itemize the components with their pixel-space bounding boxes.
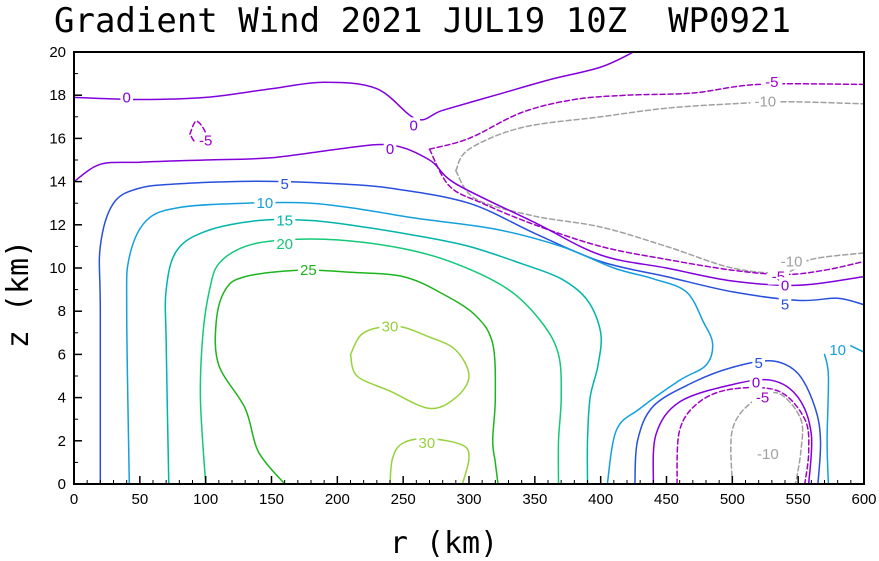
x-tick-label: 550: [786, 491, 811, 508]
contour-label-bg: [753, 445, 783, 462]
contour-label: 5: [755, 355, 763, 372]
contour-label-bg: [776, 253, 807, 270]
contour-label: 0: [781, 277, 789, 294]
contour-layer: [73, 51, 865, 485]
x-axis: 0 50 100 150 200 250 300 350 400 450 500 550 600: [70, 476, 877, 508]
contour-line-15-0: [164, 218, 602, 485]
contour-label-bg: [749, 374, 763, 391]
contour-label-bg: [778, 277, 792, 294]
y-tick-label: 6: [58, 346, 66, 363]
x-tick-label: 150: [259, 491, 284, 508]
x-tick-label: 200: [325, 491, 350, 508]
contour-label-bg: [195, 132, 217, 149]
y-tick-label: 12: [49, 217, 66, 234]
contour-label-bg: [383, 141, 397, 158]
x-tick-label: 350: [522, 491, 547, 508]
x-tick-label: 50: [131, 491, 148, 508]
y-tick-label: 4: [58, 390, 66, 407]
x-tick-label: 400: [588, 491, 613, 508]
x-tick-label: 0: [70, 491, 78, 508]
contour-label: 0: [410, 117, 418, 134]
contour-line-5-0: [98, 180, 865, 485]
contour-label: -5: [756, 390, 769, 407]
x-tick-label: 500: [720, 491, 745, 508]
y-tick-label: 18: [49, 87, 66, 104]
contour-label-bg: [379, 318, 401, 335]
chart-title: Gradient Wind 2021 JUL19 10Z WP0921: [54, 1, 791, 41]
plot-frame: [73, 51, 865, 485]
contour-line-neg5-1: [428, 148, 865, 276]
contour-label-bg: [120, 89, 133, 106]
contour-label-bg: [274, 212, 296, 229]
contour-line-neg5-0: [428, 83, 865, 150]
x-tick-label: 600: [851, 491, 876, 508]
contour-label-bg: [827, 342, 849, 359]
contour-label: -5: [765, 74, 778, 91]
contour-label: 0: [752, 375, 760, 392]
y-axis: 0 2 4 6 8 10 12 14 16 18 20: [49, 44, 82, 493]
y-tick-label: 14: [49, 174, 66, 191]
x-tick-label: 250: [391, 491, 416, 508]
contour-label: 5: [781, 297, 789, 314]
contour-label-bg: [254, 195, 276, 212]
contour-label-bg: [407, 117, 420, 134]
contour-line-0-1: [73, 143, 865, 287]
x-tick-label: 300: [456, 491, 481, 508]
contour-label-bg: [297, 262, 319, 279]
contour-label-bg: [278, 175, 291, 192]
contour-label: 0: [386, 141, 394, 158]
contour-label: 20: [276, 236, 293, 253]
contour-label-bg: [778, 296, 792, 313]
contour-label: 10: [829, 342, 846, 359]
contour-label-bg: [274, 236, 296, 253]
contour-line-0-0: [73, 51, 635, 121]
y-tick-label: 2: [58, 433, 66, 450]
contour-line-20-0: [199, 238, 562, 485]
y-tick-label: 16: [49, 130, 66, 147]
contour-line-10-0: [125, 201, 714, 485]
contour-label: 30: [382, 318, 399, 335]
contour-label: 15: [276, 213, 293, 230]
y-tick-label: 20: [49, 44, 66, 61]
contour-label: 30: [419, 435, 436, 452]
contour-label-bg: [752, 389, 774, 406]
contour-label-bg: [416, 435, 438, 451]
x-axis-label: r (km): [390, 526, 498, 561]
contour-label: -5: [199, 133, 212, 150]
contour-line-5-1: [634, 359, 822, 485]
contour-label: -10: [754, 94, 776, 111]
contour-line-10-2: [850, 345, 865, 353]
y-axis-label: z (km): [1, 240, 36, 348]
x-tick-label: 450: [654, 491, 679, 508]
contour-line-25-0: [214, 269, 499, 485]
contour-label-bg: [750, 93, 781, 110]
contour-line-10-1: [823, 353, 830, 485]
contour-label-bg: [752, 355, 765, 371]
contour-line-30-0: [349, 325, 470, 410]
y-tick-label: 10: [49, 260, 66, 277]
x-tick-label: 100: [193, 491, 218, 508]
contour-label: 10: [257, 195, 274, 212]
contour-label: 0: [123, 89, 131, 106]
contour-label: 5: [281, 176, 289, 193]
contour-label: -10: [757, 446, 779, 463]
contour-label: -10: [781, 254, 803, 271]
contour-label-bg: [761, 74, 783, 91]
contour-line-neg10-2: [730, 391, 804, 485]
contour-line-neg10-0: [455, 100, 865, 172]
y-tick-label: 8: [58, 303, 66, 320]
contour-label: 25: [300, 262, 317, 279]
y-tick-label: 0: [58, 476, 66, 493]
